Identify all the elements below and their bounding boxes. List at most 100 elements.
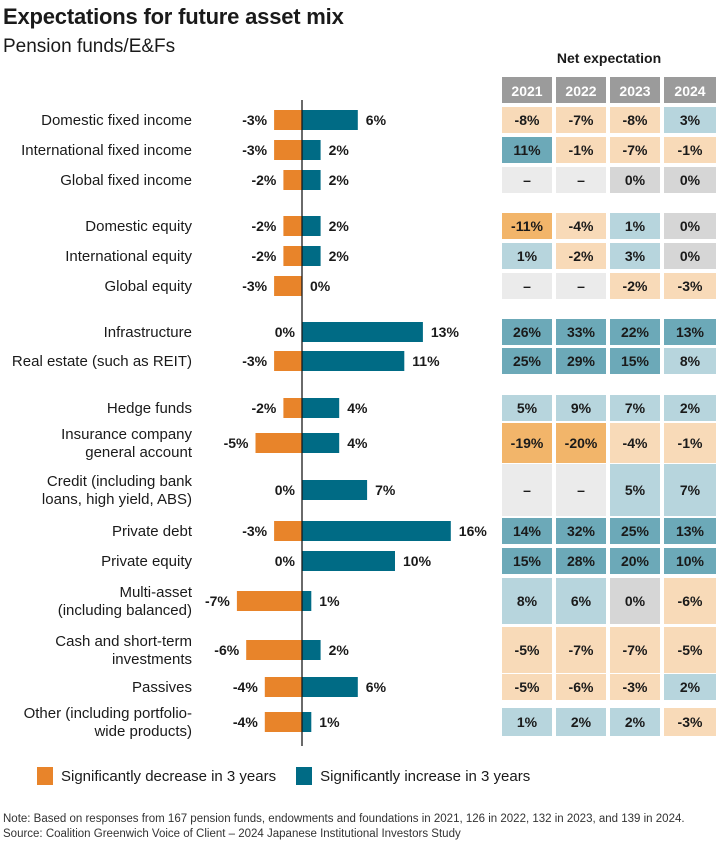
category-label: Other (including portfolio-: [24, 705, 192, 722]
legend-swatch-increase: [296, 767, 313, 785]
category-label: Multi-asset: [119, 584, 192, 601]
table-cell-value: 20%: [621, 553, 650, 569]
table-cell: [610, 674, 660, 700]
data-label-increase: 7%: [375, 482, 396, 498]
data-label-decrease: -5%: [224, 435, 249, 451]
legend-item-increase: Significantly increase in 3 years: [296, 767, 530, 785]
data-label-increase: 6%: [366, 679, 387, 695]
table-header-cell: [664, 77, 716, 103]
table-cell-value: 22%: [621, 324, 650, 340]
table-cell-value: -6%: [678, 593, 703, 609]
table-cell: [610, 423, 660, 463]
category-label: Private equity: [101, 553, 192, 570]
table-cell: [502, 627, 552, 673]
legend-label-increase: Significantly increase in 3 years: [320, 767, 531, 785]
table-cell: [556, 548, 606, 574]
table-cell-value: 1%: [517, 714, 538, 730]
table-cell-value: 6%: [571, 593, 592, 609]
table-cell: [610, 708, 660, 736]
footnote: Note: Based on responses from 167 pensio…: [3, 812, 685, 842]
data-label-increase: 1%: [319, 593, 340, 609]
table-cell: [610, 627, 660, 673]
table-cell-value: -5%: [515, 642, 540, 658]
table-cell: [502, 167, 552, 193]
category-label: Global fixed income: [60, 172, 192, 189]
category-label: Real estate (such as REIT): [12, 353, 192, 370]
table-cell-value: -1%: [678, 435, 703, 451]
data-label-decrease: -2%: [251, 172, 276, 188]
table-cell-value: 5%: [625, 482, 646, 498]
table-header-year: 2024: [674, 83, 705, 99]
table-cell-value: -8%: [515, 112, 540, 128]
table-cell: [664, 107, 716, 133]
table-cell: [502, 243, 552, 269]
data-label-increase: 11%: [412, 353, 440, 369]
bar-increase: [302, 712, 312, 732]
bar-increase: [302, 640, 321, 660]
table-cell: [664, 578, 716, 624]
table-cell-value: –: [577, 482, 585, 498]
table-cell: [556, 395, 606, 421]
data-label-decrease: 0%: [275, 324, 296, 340]
table-cell-value: -4%: [569, 218, 594, 234]
table-cell: [664, 548, 716, 574]
table-cell: [664, 137, 716, 163]
data-label-increase: 13%: [431, 324, 460, 340]
table-cell-value: -3%: [623, 679, 648, 695]
table-cell: [556, 423, 606, 463]
table-cell: [502, 708, 552, 736]
table-cell: [556, 578, 606, 624]
bar-decrease: [274, 351, 302, 371]
table-cell-value: –: [523, 172, 531, 188]
table-cell: [610, 348, 660, 374]
category-label: (including balanced): [58, 602, 192, 619]
table-cell: [610, 578, 660, 624]
table-cell-value: 7%: [680, 482, 701, 498]
bar-decrease: [264, 677, 302, 697]
bar-increase: [302, 521, 451, 541]
category-label: Private debt: [112, 523, 193, 540]
table-cell: [556, 348, 606, 374]
data-label-increase: 0%: [310, 278, 331, 294]
table-cell-value: 13%: [676, 523, 705, 539]
data-label-decrease: 0%: [275, 482, 296, 498]
data-label-decrease: -6%: [214, 642, 239, 658]
data-label-decrease: -4%: [233, 714, 258, 730]
table-cell: [556, 243, 606, 269]
table-cell-value: 2%: [625, 714, 646, 730]
bar-decrease: [274, 276, 302, 296]
diverging-bar-chart: Domestic fixed income -3% 6% -8% -7% -8% 3% Int…: [12, 77, 716, 746]
table-header-cell: [610, 77, 660, 103]
table-cell: [610, 518, 660, 544]
bar-decrease: [246, 640, 302, 660]
data-label-increase: 1%: [319, 714, 340, 730]
table-cell: [610, 167, 660, 193]
table-cell-value: -2%: [623, 278, 648, 294]
category-label: Credit (including bank: [47, 473, 193, 490]
table-cell: [556, 464, 606, 516]
bar-decrease: [236, 591, 302, 611]
category-label: general account: [85, 444, 193, 461]
data-label-decrease: -7%: [205, 593, 230, 609]
table-cell: [664, 243, 716, 269]
table-cell: [664, 627, 716, 673]
table-cell-value: 1%: [517, 248, 538, 264]
bar-increase: [302, 351, 405, 371]
table-cell: [664, 464, 716, 516]
bar-increase: [302, 398, 340, 418]
table-cell: [610, 107, 660, 133]
table-cell-value: 32%: [567, 523, 596, 539]
table-cell-value: -3%: [678, 278, 703, 294]
table-cell: [556, 708, 606, 736]
data-label-decrease: -3%: [242, 278, 267, 294]
data-label-increase: 6%: [366, 112, 387, 128]
bar-decrease: [264, 712, 302, 732]
table-header-year: 2021: [511, 83, 542, 99]
net-expectation-title: Net expectation: [556, 50, 662, 66]
category-label: loans, high yield, ABS): [42, 491, 192, 508]
table-cell-value: -2%: [569, 248, 594, 264]
bar-increase: [302, 170, 321, 190]
bar-increase: [302, 246, 321, 266]
table-cell-value: 15%: [621, 353, 650, 369]
data-label-decrease: -3%: [242, 523, 267, 539]
